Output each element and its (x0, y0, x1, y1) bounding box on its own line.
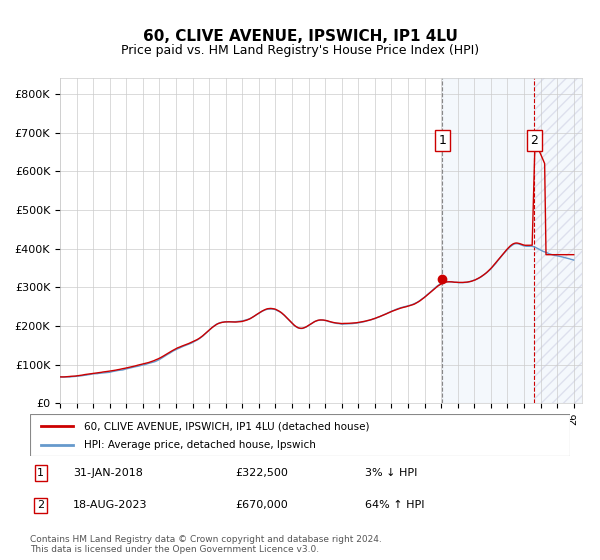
Text: 31-JAN-2018: 31-JAN-2018 (73, 468, 143, 478)
Text: 18-AUG-2023: 18-AUG-2023 (73, 501, 148, 510)
FancyBboxPatch shape (30, 414, 570, 456)
Text: 60, CLIVE AVENUE, IPSWICH, IP1 4LU (detached house): 60, CLIVE AVENUE, IPSWICH, IP1 4LU (deta… (84, 421, 370, 431)
Text: 2: 2 (37, 501, 44, 510)
Text: 3% ↓ HPI: 3% ↓ HPI (365, 468, 417, 478)
Text: 2: 2 (530, 134, 538, 147)
Text: 1: 1 (439, 134, 446, 147)
Text: 64% ↑ HPI: 64% ↑ HPI (365, 501, 424, 510)
Bar (535, 78, 582, 403)
Bar (535, 78, 582, 403)
Text: Contains HM Land Registry data © Crown copyright and database right 2024.
This d: Contains HM Land Registry data © Crown c… (30, 535, 382, 554)
Text: 1: 1 (37, 468, 44, 478)
Bar (442, 78, 582, 403)
Text: £670,000: £670,000 (235, 501, 288, 510)
Text: 60, CLIVE AVENUE, IPSWICH, IP1 4LU: 60, CLIVE AVENUE, IPSWICH, IP1 4LU (143, 29, 457, 44)
Text: Price paid vs. HM Land Registry's House Price Index (HPI): Price paid vs. HM Land Registry's House … (121, 44, 479, 57)
Text: HPI: Average price, detached house, Ipswich: HPI: Average price, detached house, Ipsw… (84, 440, 316, 450)
Text: £322,500: £322,500 (235, 468, 288, 478)
